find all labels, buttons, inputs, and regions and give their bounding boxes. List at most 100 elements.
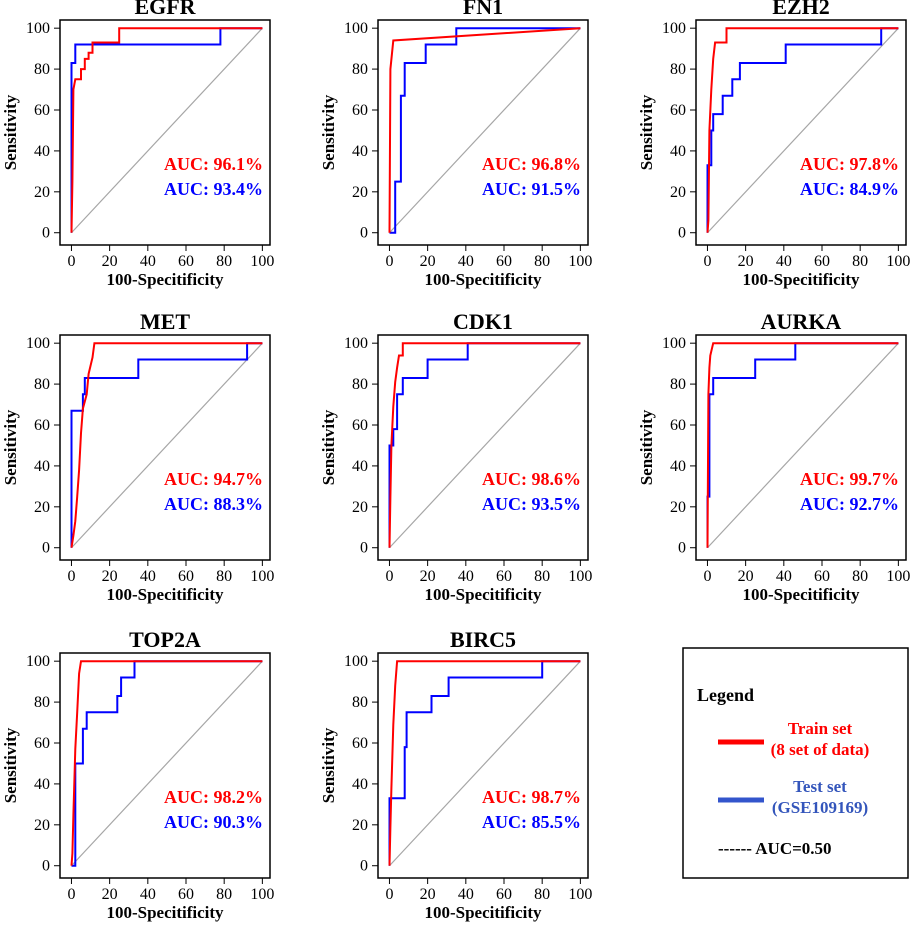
legend-test-sublabel: (GSE109169) [772,798,868,817]
y-tick-label: 80 [352,61,368,78]
y-axis-label-aurka: Sensitivity [637,409,656,485]
y-axis-label-ezh2: Sensitivity [637,94,656,170]
panel-title-top2a: TOP2A [129,627,201,652]
x-tick-label: 80 [852,568,868,585]
x-tick-label: 20 [102,886,118,903]
x-tick-label: 20 [738,568,754,585]
test-roc-curve-birc5 [388,660,581,866]
x-tick-label: 0 [385,886,393,903]
y-tick-label: 40 [352,143,368,160]
legend-reference-label: ------ AUC=0.50 [718,839,832,858]
plot-frame-top2a [59,652,271,879]
x-tick-label: 80 [534,253,550,270]
train-roc-curve-fn1 [388,27,581,233]
test-auc-label-fn1: AUC: 91.5% [482,179,581,199]
y-tick-label: 20 [352,184,368,201]
x-axis-label-ezh2: 100-Specitificity [742,270,860,289]
x-axis-label-aurka: 100-Specitificity [742,585,860,604]
test-auc-label-ezh2: AUC: 84.9% [800,179,899,199]
reference-line-aurka [707,342,899,549]
y-tick-label: 40 [670,143,686,160]
y-tick-label: 40 [34,458,50,475]
x-tick-label: 20 [102,568,118,585]
y-tick-label: 80 [670,61,686,78]
x-tick-label: 40 [776,568,792,585]
legend-test-label: Test set [793,777,847,796]
panel-egfr: EGFR 0 20 40 60 80 100 0 20 40 60 80 100 100-Specitif… [1,0,274,289]
x-tick-label: 80 [852,253,868,270]
test-roc-curve-fn1 [389,27,581,234]
x-tick-label: 100 [568,568,592,585]
x-tick-label: 0 [67,253,75,270]
x-tick-label: 60 [496,253,512,270]
x-tick-label: 0 [703,568,711,585]
train-auc-label-fn1: AUC: 96.8% [482,154,581,174]
test-roc-curve-top2a [71,660,263,867]
plot-frame-aurka [695,334,907,561]
y-tick-label: 40 [352,458,368,475]
panel-met: MET 0 20 40 60 80 100 0 20 40 60 80 100 100-Specitifi… [1,309,274,604]
legend-train-sublabel: (8 set of data) [771,740,870,759]
test-auc-label-met: AUC: 88.3% [164,494,263,514]
y-tick-label: 100 [662,20,686,37]
y-tick-label: 60 [670,417,686,434]
train-auc-label-aurka: AUC: 99.7% [800,469,899,489]
x-tick-label: 40 [458,568,474,585]
x-tick-label: 0 [67,568,75,585]
x-tick-label: 80 [534,568,550,585]
train-roc-curve-ezh2 [706,27,899,233]
panel-fn1: FN1 0 20 40 60 80 100 0 20 40 60 80 100 100-Specitifi… [319,0,592,289]
panel-aurka: AURKA 0 20 40 60 80 100 0 20 40 60 80 100 100-Speciti… [637,309,910,604]
y-tick-label: 100 [344,20,368,37]
x-tick-label: 60 [814,253,830,270]
y-tick-label: 40 [352,776,368,793]
x-tick-label: 100 [886,568,910,585]
y-tick-label: 40 [670,458,686,475]
x-tick-label: 0 [703,253,711,270]
y-axis-label-met: Sensitivity [1,409,20,485]
y-tick-label: 20 [34,184,50,201]
reference-line-top2a [71,660,263,867]
x-tick-label: 40 [458,886,474,903]
y-tick-label: 100 [26,653,50,670]
train-roc-curve-aurka [706,342,899,548]
plot-frame-egfr [59,19,271,246]
x-tick-label: 100 [568,886,592,903]
x-tick-label: 100 [250,568,274,585]
panel-title-egfr: EGFR [134,0,196,19]
y-tick-label: 20 [352,817,368,834]
y-tick-label: 100 [26,20,50,37]
train-auc-label-egfr: AUC: 96.1% [164,154,263,174]
y-tick-label: 60 [34,417,50,434]
test-auc-label-aurka: AUC: 92.7% [800,494,899,514]
y-tick-label: 60 [34,102,50,119]
legend-train-label: Train set [788,719,853,738]
test-auc-label-egfr: AUC: 93.4% [164,179,263,199]
panel-title-fn1: FN1 [463,0,503,19]
train-roc-curve-met [70,342,263,548]
x-tick-label: 20 [420,886,436,903]
y-tick-label: 20 [34,499,50,516]
plot-frame-met [59,334,271,561]
panel-title-met: MET [140,309,190,334]
train-roc-curve-top2a [70,660,263,866]
plot-frame-cdk1 [377,334,589,561]
test-auc-label-top2a: AUC: 90.3% [164,812,263,832]
legend-title: Legend [697,685,754,705]
y-tick-label: 60 [352,735,368,752]
y-tick-label: 60 [34,735,50,752]
x-tick-label: 40 [140,253,156,270]
x-tick-label: 100 [250,253,274,270]
y-axis-label-birc5: Sensitivity [319,727,338,803]
y-tick-label: 20 [352,499,368,516]
y-tick-label: 100 [344,335,368,352]
roc-panels: EGFR 0 20 40 60 80 100 0 20 40 60 80 100 100-Specitif… [1,0,910,922]
y-tick-label: 0 [678,225,686,242]
x-tick-label: 60 [178,253,194,270]
plot-frame-fn1 [377,19,589,246]
x-tick-label: 20 [102,253,118,270]
panel-title-birc5: BIRC5 [450,627,516,652]
y-tick-label: 80 [670,376,686,393]
reference-line-met [71,342,263,549]
